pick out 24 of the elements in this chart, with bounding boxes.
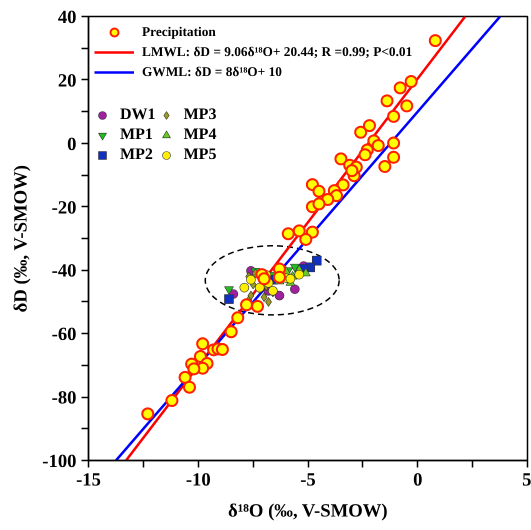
legend-label: MP1 <box>120 126 153 144</box>
legend-label: MP3 <box>184 106 216 124</box>
y-tick-label: -100 <box>42 451 77 472</box>
legend-label: MP2 <box>120 146 153 164</box>
y-tick-label: -60 <box>52 324 77 346</box>
y-tick-label: 20 <box>58 70 76 92</box>
y-tick-label: 0 <box>67 134 76 155</box>
x-axis-title: δ¹⁸O (‰, V-SMOW) <box>228 500 388 522</box>
x-tick-label: -15 <box>76 470 101 490</box>
x-tick-label: 0 <box>413 470 422 490</box>
legend-label: DW1 <box>120 106 156 124</box>
legend-label: MP4 <box>184 126 216 144</box>
legend-label: LMWL: δD = 9.06δ¹⁸O+ 20.44; R =0.99; P<0.01 <box>142 44 412 60</box>
legend-label: GWML: δD = 8δ¹⁸O+ 10 <box>142 64 282 80</box>
legend-label: Precipitation <box>142 24 216 40</box>
y-axis-title: δD (‰, V-SMOW) <box>10 164 32 312</box>
y-tick-label: -20 <box>52 197 77 218</box>
x-tick-label: -10 <box>186 470 211 490</box>
y-tick-label: 40 <box>58 7 76 28</box>
x-tick-label: -5 <box>300 470 316 490</box>
y-tick-label: -80 <box>52 388 77 409</box>
x-tick-label: 5 <box>522 470 531 490</box>
legend-label: MP5 <box>184 146 216 164</box>
y-tick-label: -40 <box>52 260 77 282</box>
